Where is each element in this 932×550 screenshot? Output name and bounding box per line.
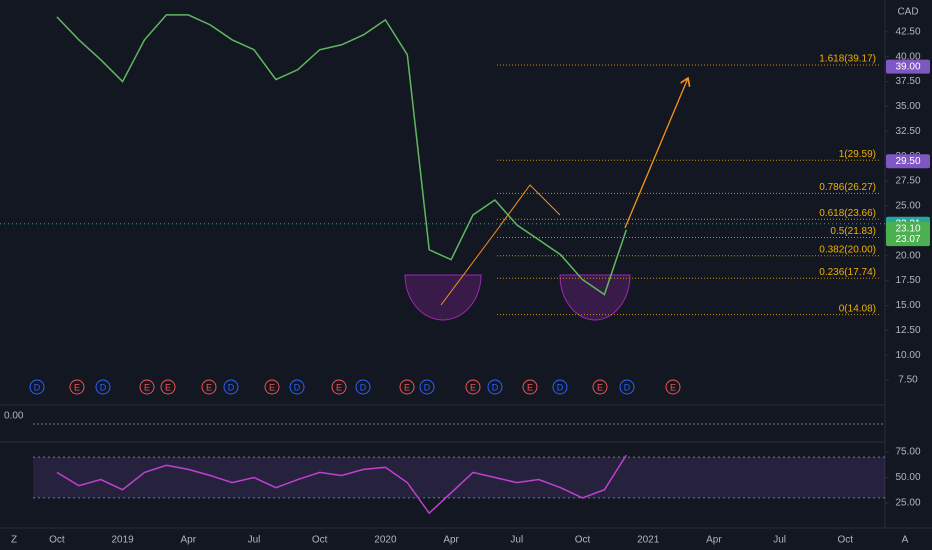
event-label: E [165,382,171,392]
event-marker [465,379,481,395]
x-tick-label: Jul [773,535,786,546]
event-marker [69,379,85,395]
event-marker [552,379,568,395]
currency-label: CAD [897,7,918,18]
x-tick-label: Jul [248,535,261,546]
event-label: D [624,382,631,392]
x-tick-label: Oct [575,535,591,546]
y-tick-label: 17.50 [895,275,920,286]
event-label: E [336,382,342,392]
x-tick-label: Apr [443,535,459,546]
cup-shape [404,274,482,321]
event-marker [619,379,635,395]
y-tick-label: 27.50 [895,176,920,187]
event-marker [487,379,503,395]
price-tag-label: 23.07 [895,234,920,245]
event-marker [399,379,415,395]
event-marker [522,379,538,395]
y-tick-label: 7.50 [898,375,918,386]
y-tick-label: 12.50 [895,325,920,336]
event-marker [201,379,217,395]
fib-label: 0.618(23.66) [819,208,876,219]
event-label: D [100,382,107,392]
macd-label: 0.00 [4,411,24,422]
price-tag-label: 29.50 [895,156,920,167]
event-label: D [492,382,499,392]
price-tag-label: 23.10 [895,224,920,235]
event-marker [419,379,435,395]
x-tick-label: Apr [181,535,197,546]
pattern-line [440,184,561,306]
fib-label: 1.618(39.17) [819,54,876,65]
fib-label: 1(29.59) [839,149,876,160]
event-label: E [144,382,150,392]
event-marker [289,379,305,395]
fib-label: 0.236(17.74) [819,267,876,278]
price-tag [886,232,930,247]
rsi-band [33,457,885,498]
event-marker [355,379,371,395]
event-label: E [470,382,476,392]
y-tick-label: 25.00 [895,498,920,509]
price-line [56,14,628,296]
event-label: E [74,382,80,392]
y-tick-label: 37.50 [895,76,920,87]
event-label: E [670,382,676,392]
event-label: E [527,382,533,392]
event-marker [95,379,111,395]
cup-shape [559,274,631,321]
event-label: D [557,382,564,392]
event-label: E [404,382,410,392]
y-tick-label: 50.00 [895,472,920,483]
y-tick-label: 25.00 [895,201,920,212]
event-label: E [269,382,275,392]
fib-label: 0.382(20.00) [819,244,876,255]
event-label: E [206,382,212,392]
price-tag [886,59,930,74]
fib-label: 0(14.08) [839,303,876,314]
y-tick-label: 20.00 [895,250,920,261]
fib-label: 0.5(21.83) [830,226,876,237]
y-tick-label: 10.00 [895,350,920,361]
x-tick-label: 2021 [637,535,660,546]
event-label: E [597,382,603,392]
toolbar-button[interactable]: A [902,535,909,546]
y-tick-label: 75.00 [895,447,920,458]
event-label: D [424,382,431,392]
x-tick-label: Oct [312,535,328,546]
event-marker [665,379,681,395]
event-marker [160,379,176,395]
price-tag-label: 39.00 [895,61,920,72]
y-tick-label: 40.00 [895,51,920,62]
y-tick-label: 15.00 [895,300,920,311]
y-tick-label: 42.50 [895,26,920,37]
x-tick-label: Apr [706,535,722,546]
event-marker [29,379,45,395]
price-tag [886,154,930,169]
fib-label: 0.786(26.27) [819,182,876,193]
x-tick-label: 2019 [111,535,134,546]
event-marker [264,379,280,395]
projection-arrow [624,78,688,229]
event-marker [331,379,347,395]
event-label: D [360,382,367,392]
event-label: D [294,382,301,392]
y-tick-label: 32.50 [895,126,920,137]
toolbar-button[interactable]: Z [11,535,17,546]
event-marker [223,379,239,395]
x-tick-label: 2020 [374,535,397,546]
x-tick-label: Oct [838,535,854,546]
rsi-line [56,454,627,515]
x-tick-label: Jul [510,535,523,546]
event-label: D [34,382,41,392]
event-marker [592,379,608,395]
x-tick-label: Oct [49,535,65,546]
event-label: D [228,382,235,392]
y-tick-label: 35.00 [895,101,920,112]
event-marker [139,379,155,395]
